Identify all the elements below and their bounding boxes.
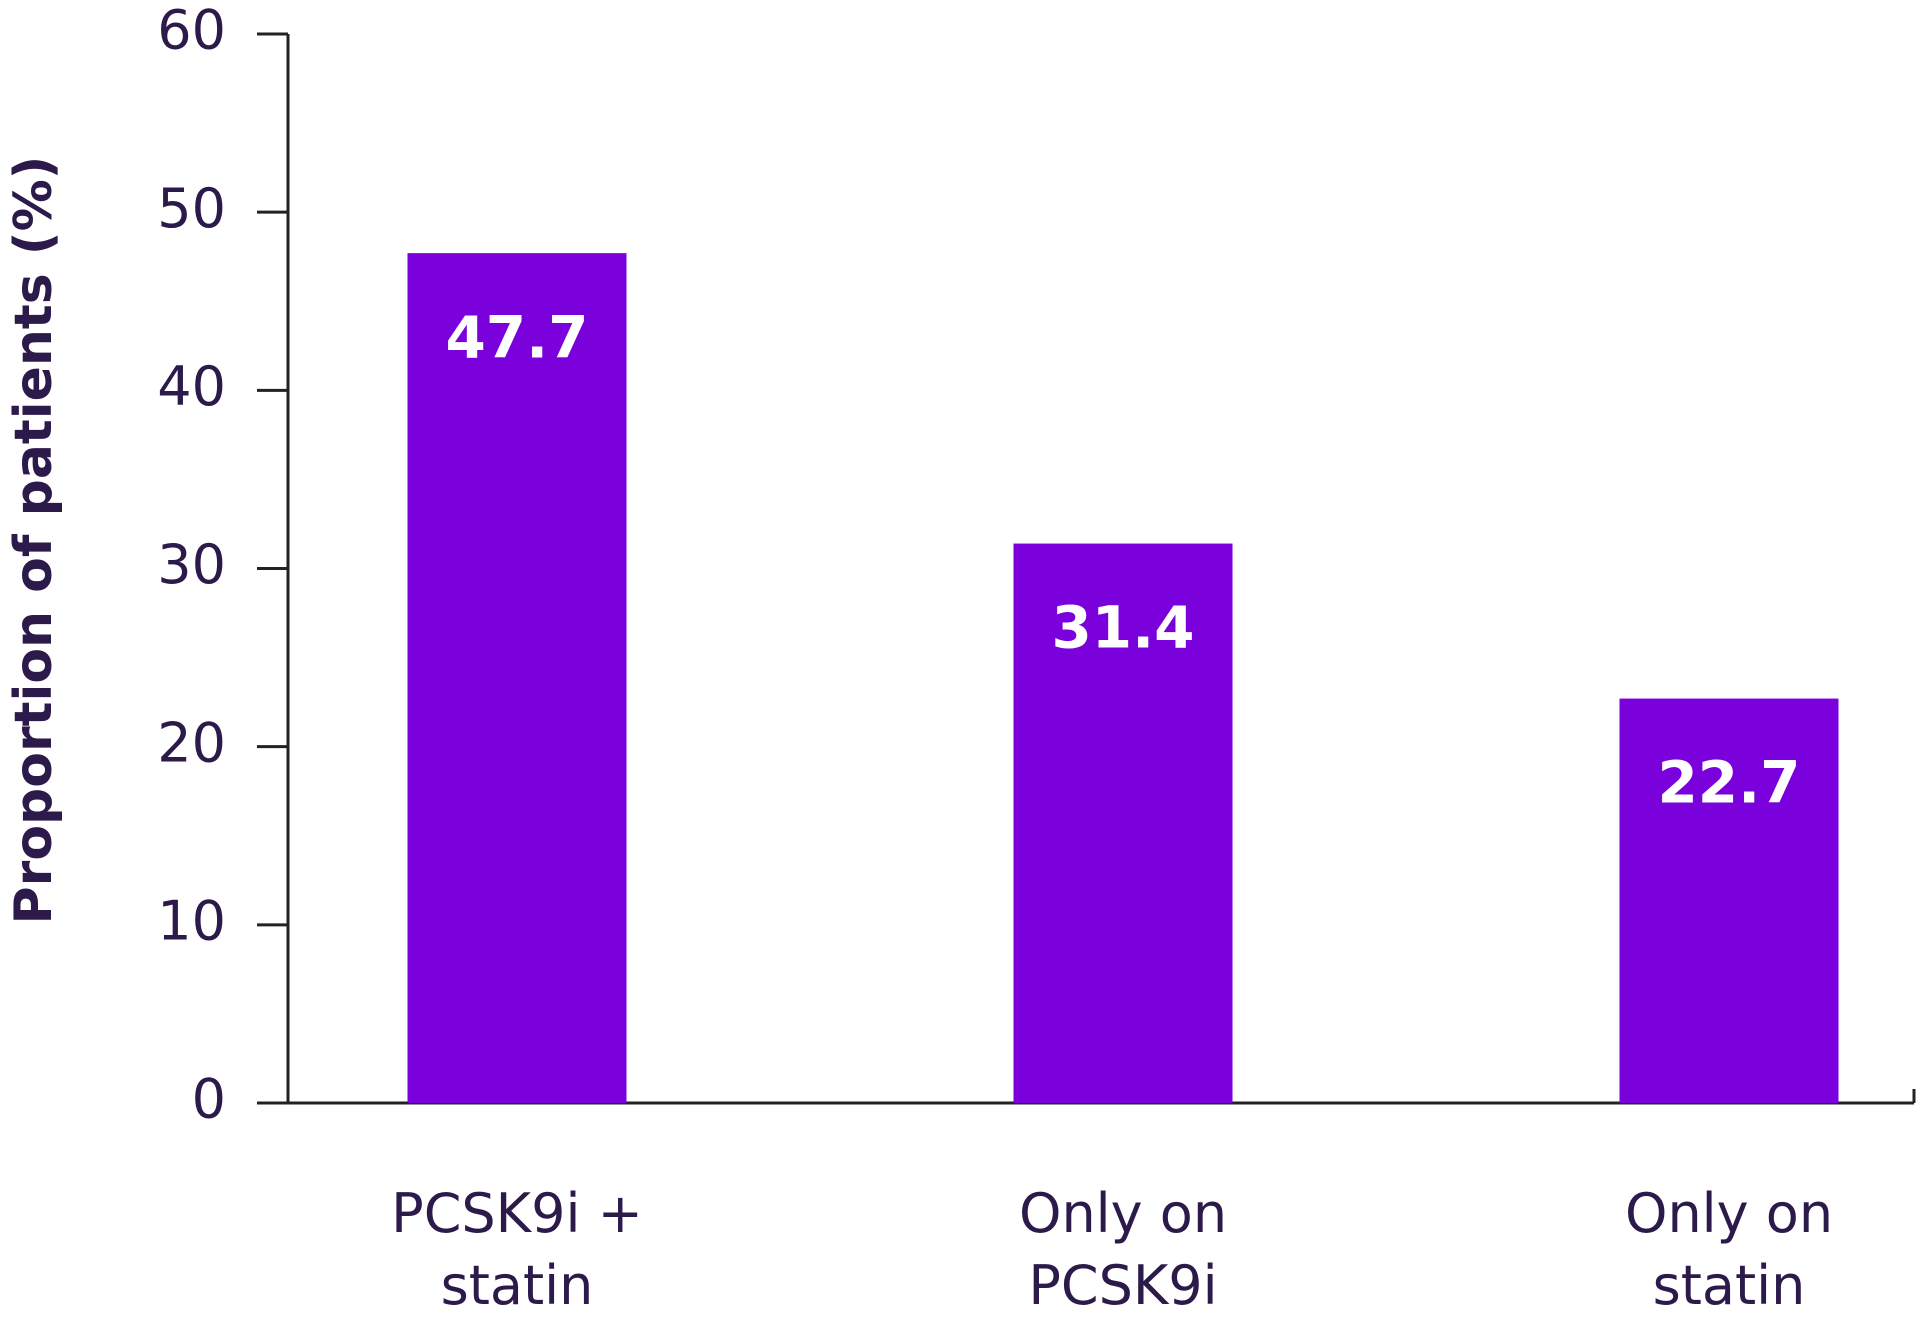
value-label: 31.4 [1051,594,1194,662]
y-tick-label: 50 [157,177,226,240]
y-tick-label: 0 [192,1068,226,1131]
bar [407,253,627,1103]
x-tick-label: Only on statin [1625,1182,1833,1317]
bar [1013,543,1233,1103]
value-label: 22.7 [1657,749,1800,817]
y-tick-label: 20 [157,711,226,774]
bar [1619,698,1839,1103]
y-tick-label: 40 [157,355,226,418]
y-tick-label: 60 [157,0,226,62]
y-tick-label: 10 [157,889,226,952]
y-axis-title: Proportion of patients (%) [4,156,64,925]
y-tick-label: 30 [157,533,226,596]
x-tick-label: PCSK9i + statin [391,1182,643,1317]
value-label: 47.7 [445,303,588,371]
x-tick-label: Only on PCSK9i [1019,1182,1227,1317]
